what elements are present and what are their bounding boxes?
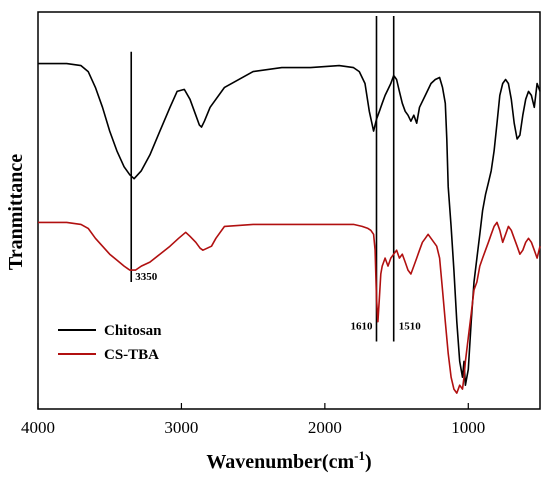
x-tick-label: 4000 (21, 418, 55, 437)
x-axis-ticks: 4000 3000 2000 1000 (21, 403, 485, 437)
x-axis-title-main: Wavenumber(cm (206, 451, 354, 473)
x-tick-label: 2000 (308, 418, 342, 437)
legend-label-chitosan: Chitosan (104, 323, 162, 339)
x-axis-title: Wavenumber(cm-1) (206, 448, 371, 473)
series-line-chitosan (38, 62, 541, 386)
x-axis-title-suffix: ) (365, 451, 372, 473)
x-tick-label: 3000 (164, 418, 198, 437)
annotation-label-1610: 1610 (350, 321, 373, 333)
legend-label-cs-tba: CS-TBA (104, 347, 159, 363)
x-tick-label: 1000 (451, 418, 485, 437)
series-line-cs-tba (38, 221, 541, 394)
annotation-label-3350: 3350 (135, 271, 158, 283)
annotation-lines: 3350 1610 1510 (130, 15, 422, 342)
plot-frame (37, 11, 541, 410)
legend: Chitosan CS-TBA (58, 323, 162, 363)
series-layer (38, 62, 541, 394)
annotation-label-1510: 1510 (399, 321, 422, 333)
x-axis-title-sup: -1 (354, 448, 365, 463)
y-axis-title: Tranmittance (5, 154, 27, 270)
